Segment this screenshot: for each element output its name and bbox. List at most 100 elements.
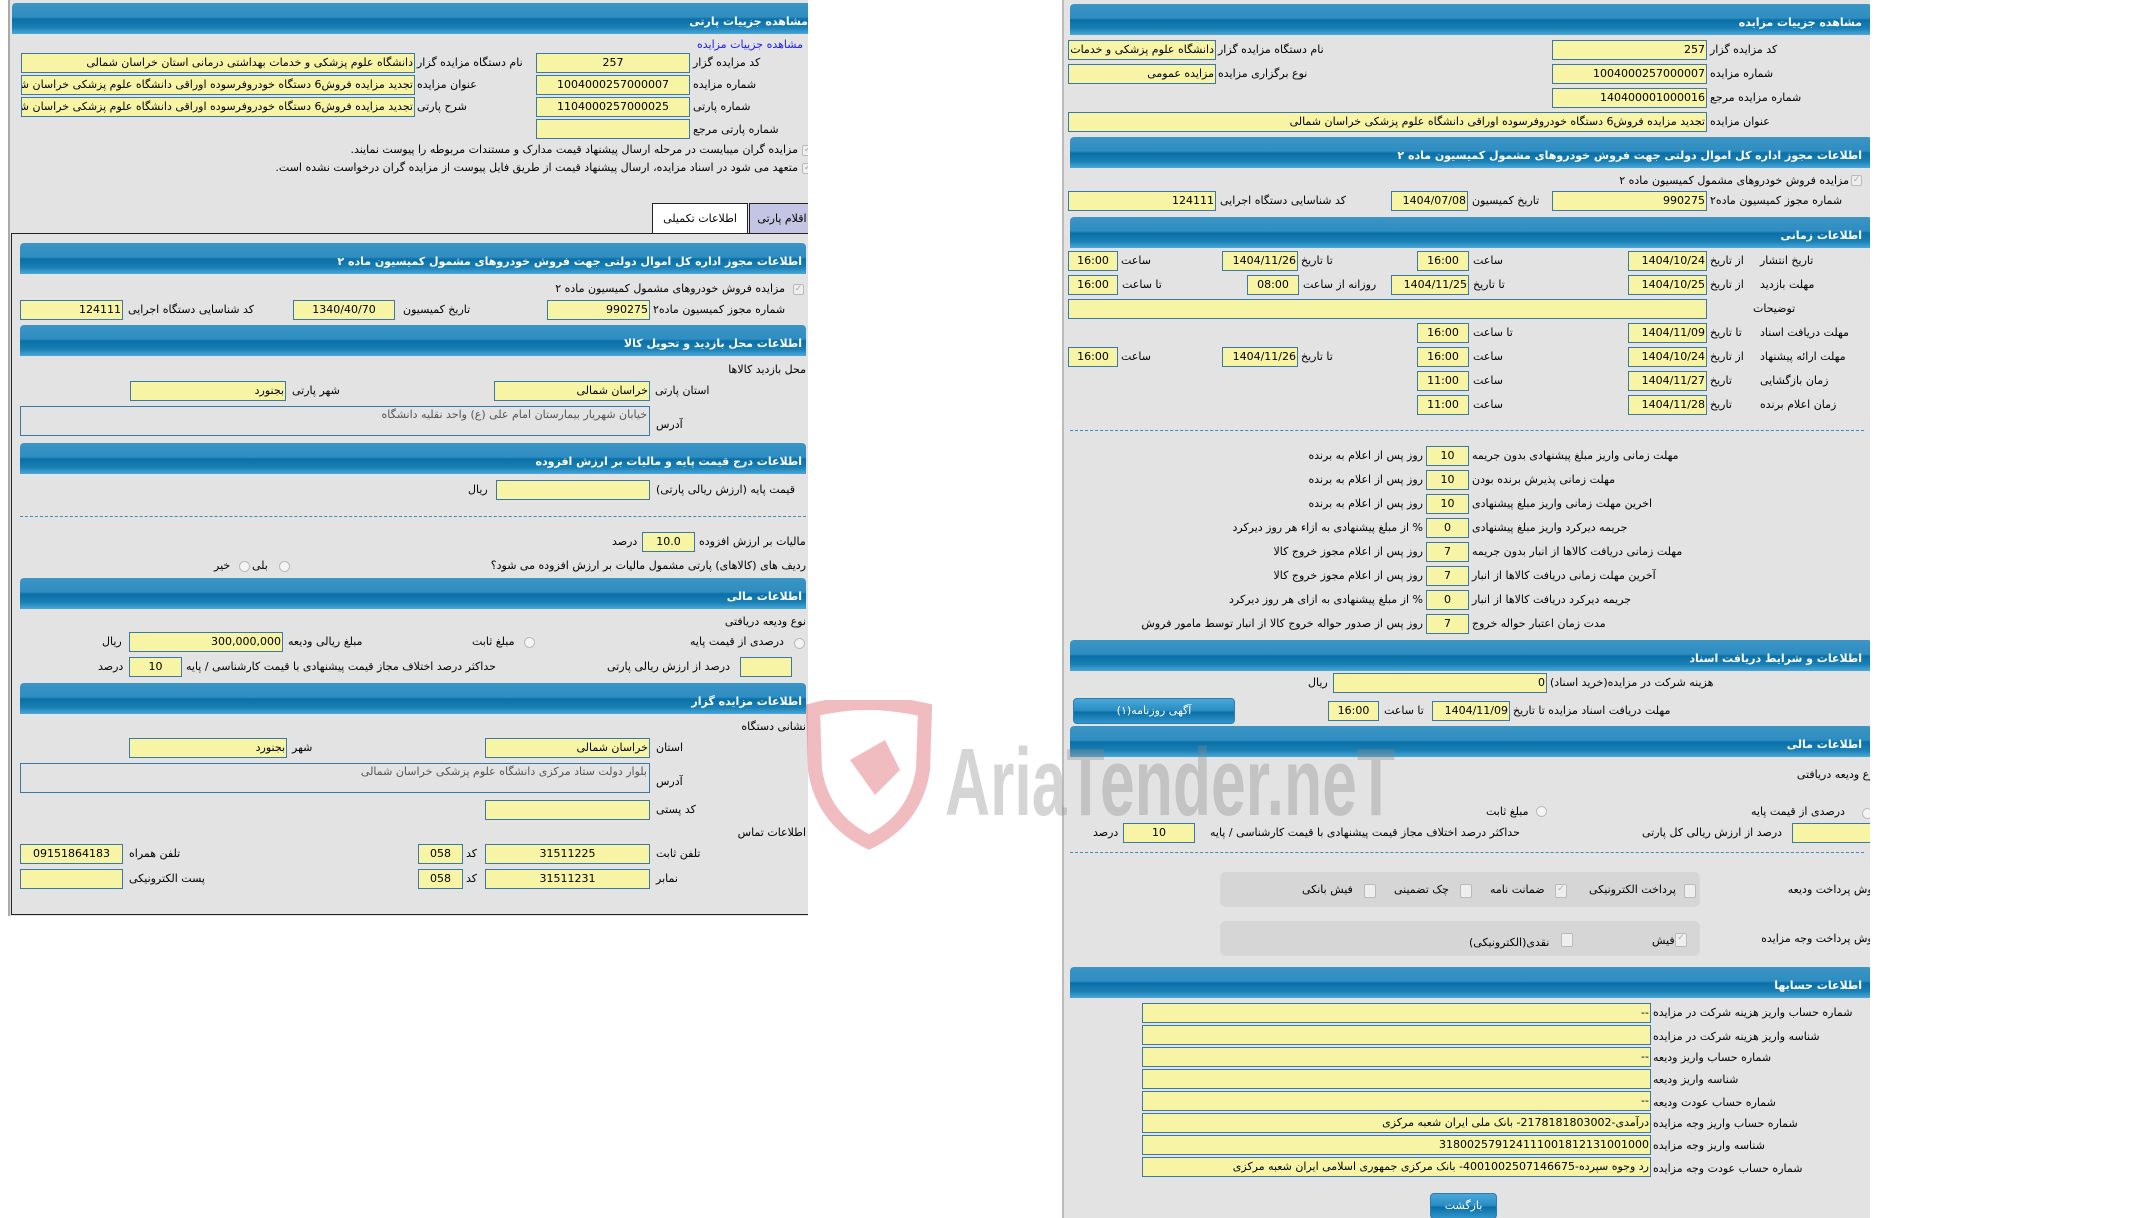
deposit-percent-radio[interactable] <box>794 638 805 649</box>
deadline-label: جریمه دیرکرد واریز مبلغ پیشنهادی <box>1472 521 1628 534</box>
docs-to-time-field: 16:00 <box>1417 323 1469 343</box>
account-label: شماره حساب واریز وجه مزایده <box>1653 1117 1798 1130</box>
phone-field: 31511225 <box>485 844 650 864</box>
cash-electronic-checkbox[interactable] <box>1561 933 1573 947</box>
finance-section-header: اطلاعات مالی <box>1070 726 1870 757</box>
deposit-percent-radio[interactable] <box>1862 808 1870 819</box>
deadline-suffix: روز پس از اعلام به برنده <box>1308 473 1423 486</box>
exec-id-field: 124111 <box>20 300 123 320</box>
newspaper-ad-button[interactable]: آگهی روزنامه(۱) <box>1073 698 1235 724</box>
guarantee-checkbox[interactable]: ✓ <box>1555 884 1567 898</box>
reference-party-field <box>536 119 690 139</box>
pricing-section-header: اطلاعات درج قیمت پایه و مالیات بر ارزش ا… <box>20 443 806 474</box>
winner-time-label: ساعت <box>1473 398 1503 411</box>
daily-from-label: روزانه از ساعت <box>1303 278 1377 291</box>
back-button[interactable]: بازگشت <box>1430 1193 1497 1218</box>
offer-from-date-field: 1404/10/24 <box>1628 347 1707 367</box>
deadline-label: اخرین مهلت زمانی واریز مبلغ پیشنهادی <box>1472 497 1652 510</box>
fax-label: نمابر <box>656 872 678 885</box>
guarantee-label: ضمانت نامه <box>1490 883 1545 896</box>
org-city-field: بجنورد <box>129 738 287 758</box>
deposit-percent-value-label: درصد از ارزش ریالی پارتی <box>607 660 730 673</box>
watermark-text: AriaTender.neT <box>945 729 1395 836</box>
vat-yes-radio[interactable] <box>279 561 290 572</box>
note2-checkbox: ✓ <box>802 163 808 174</box>
timing-section-header: اطلاعات زمانی <box>1070 217 1870 248</box>
winner-date-field: 1404/11/28 <box>1628 395 1707 415</box>
docs-deadline-time-field: 16:00 <box>1328 701 1379 721</box>
visit-from-label: از تاریخ <box>1710 278 1744 291</box>
vat-percent-unit: درصد <box>612 535 638 548</box>
offer-to-label: تا تاریخ <box>1301 350 1333 363</box>
max-diff-label: حداکثر درصد اختلاف مجاز قیمت پیشنهادی با… <box>1210 826 1520 839</box>
docs-to-date-field: 1404/11/09 <box>1628 323 1707 343</box>
permit-checkbox-label: مزایده فروش خودروهای مشمول کمیسیون ماده … <box>1619 174 1849 187</box>
exec-id-label: کد شناسایی دستگاه اجرایی <box>128 303 255 316</box>
offer-to-date-field: 1404/11/26 <box>1222 347 1298 367</box>
vat-field: 10.0 <box>642 532 695 552</box>
reference-auction-field: 140400001000016 <box>1552 88 1707 108</box>
deposit-fixed-radio[interactable] <box>1536 806 1547 817</box>
deadline-label: جریمه دیرکرد دریافت کالاها از انبار <box>1472 593 1632 606</box>
finance-section-header: اطلاعات مالی <box>20 578 806 609</box>
vat-no-radio[interactable] <box>239 561 250 572</box>
deadline-suffix: روز پس از اعلام مجوز خروج کالا <box>1273 545 1424 558</box>
offer-to-time-label: ساعت <box>1121 350 1151 363</box>
party-description-label: شرح پارتی <box>417 100 467 113</box>
account-label: شناسه واریز وجه مزایده <box>1653 1139 1765 1152</box>
visit-to-label: تا تاریخ <box>1473 278 1505 291</box>
deposit-fixed-radio[interactable] <box>524 637 535 648</box>
opening-date-label: تاریخ <box>1710 374 1732 387</box>
certified-check-label: چک تضمینی <box>1394 883 1449 896</box>
commission-date-label: تاریخ کمیسیون <box>1472 194 1540 207</box>
auction-details-panel: مشاهده جزییات مزایده 257 کد مزایده گزار … <box>1062 0 1870 1218</box>
auction-payment-methods <box>1220 921 1700 956</box>
permit-number-label: شماره مجوز کمیسیون ماده۲ <box>1710 194 1843 207</box>
deposit-type-label: نوع ودیعه دریافتی <box>1796 768 1870 781</box>
reference-auction-label: شماره مزایده مرجع <box>1710 91 1802 104</box>
mobile-label: تلفن همراه <box>129 847 181 860</box>
slip-checkbox[interactable]: ✓ <box>1675 933 1687 947</box>
visit-to-date-field: 1404/11/25 <box>1391 275 1469 295</box>
visit-city-field: بجنورد <box>130 381 286 401</box>
deadline-suffix: روز پس از اعلام به برنده <box>1308 449 1423 462</box>
auction-title-field: تجدید مزایده فروش6 دستگاه خودروفرسوده او… <box>21 75 415 95</box>
timing-description-label: توضیحات <box>1753 302 1796 315</box>
publish-to-time-field: 16:00 <box>1068 251 1118 271</box>
cash-electronic-label: نقدی(الکترونیکی) <box>1469 936 1550 949</box>
winner-date-label: تاریخ <box>1710 398 1732 411</box>
phone-code-label: کد <box>466 847 478 860</box>
divider <box>1070 852 1864 853</box>
deadline-suffix: روز پس از صدور حواله خروج کالا از انبار … <box>1141 617 1423 630</box>
visit-city-label: شهر پارتی <box>292 384 340 397</box>
org-address-field: بلوار دولت ستاد مرکزی دانشگاه علوم پزشکی… <box>20 763 650 793</box>
docs-deadline-label: مهلت دریافت اسناد <box>1760 326 1849 339</box>
deadline-value: 10 <box>1426 494 1469 514</box>
postal-code-field <box>485 800 650 820</box>
tab-supplementary-info[interactable]: اطلاعات تکمیلی <box>652 203 748 234</box>
electronic-payment-checkbox[interactable] <box>1684 884 1696 898</box>
deposit-amount-unit: ریال <box>102 635 122 648</box>
auction-title-label: عنوان مزایده <box>1710 115 1770 128</box>
electronic-payment-label: پرداخت الکترونیکی <box>1589 883 1676 896</box>
exec-id-label: کد شناسایی دستگاه اجرایی <box>1220 194 1347 207</box>
deposit-fixed-label: مبلغ ثابت <box>472 635 515 648</box>
deposit-fixed-label: مبلغ ثابت <box>1486 805 1529 818</box>
account-value: 318002579124111001812131001000 <box>1142 1135 1651 1155</box>
auction-details-link[interactable]: مشاهده جزییات مزایده <box>697 38 803 51</box>
watermark-logo: AriaTender.neT <box>805 700 1395 850</box>
bank-slip-checkbox[interactable] <box>1364 884 1376 898</box>
opening-date-field: 1404/11/27 <box>1628 371 1707 391</box>
certified-check-checkbox[interactable] <box>1460 884 1472 898</box>
auctioneer-code-field: 257 <box>536 53 690 73</box>
deadline-label: مهلت زمانی پذیرش برنده بودن <box>1472 473 1616 486</box>
note1-checkbox: ✓ <box>802 145 808 156</box>
docs-deadline-date-field: 1404/11/09 <box>1432 701 1510 721</box>
permit-number-field: 990275 <box>547 300 650 320</box>
tab-party-items[interactable]: اقلام پارتی <box>749 203 808 234</box>
account-value: -- <box>1142 1091 1651 1111</box>
max-diff-unit: درصد <box>1093 826 1119 839</box>
vat-no-label: خیر <box>214 559 231 572</box>
max-diff-label: حداکثر درصد اختلاف مجاز قیمت پیشنهادی با… <box>186 660 496 673</box>
auctioneer-code-field: 257 <box>1552 40 1707 60</box>
